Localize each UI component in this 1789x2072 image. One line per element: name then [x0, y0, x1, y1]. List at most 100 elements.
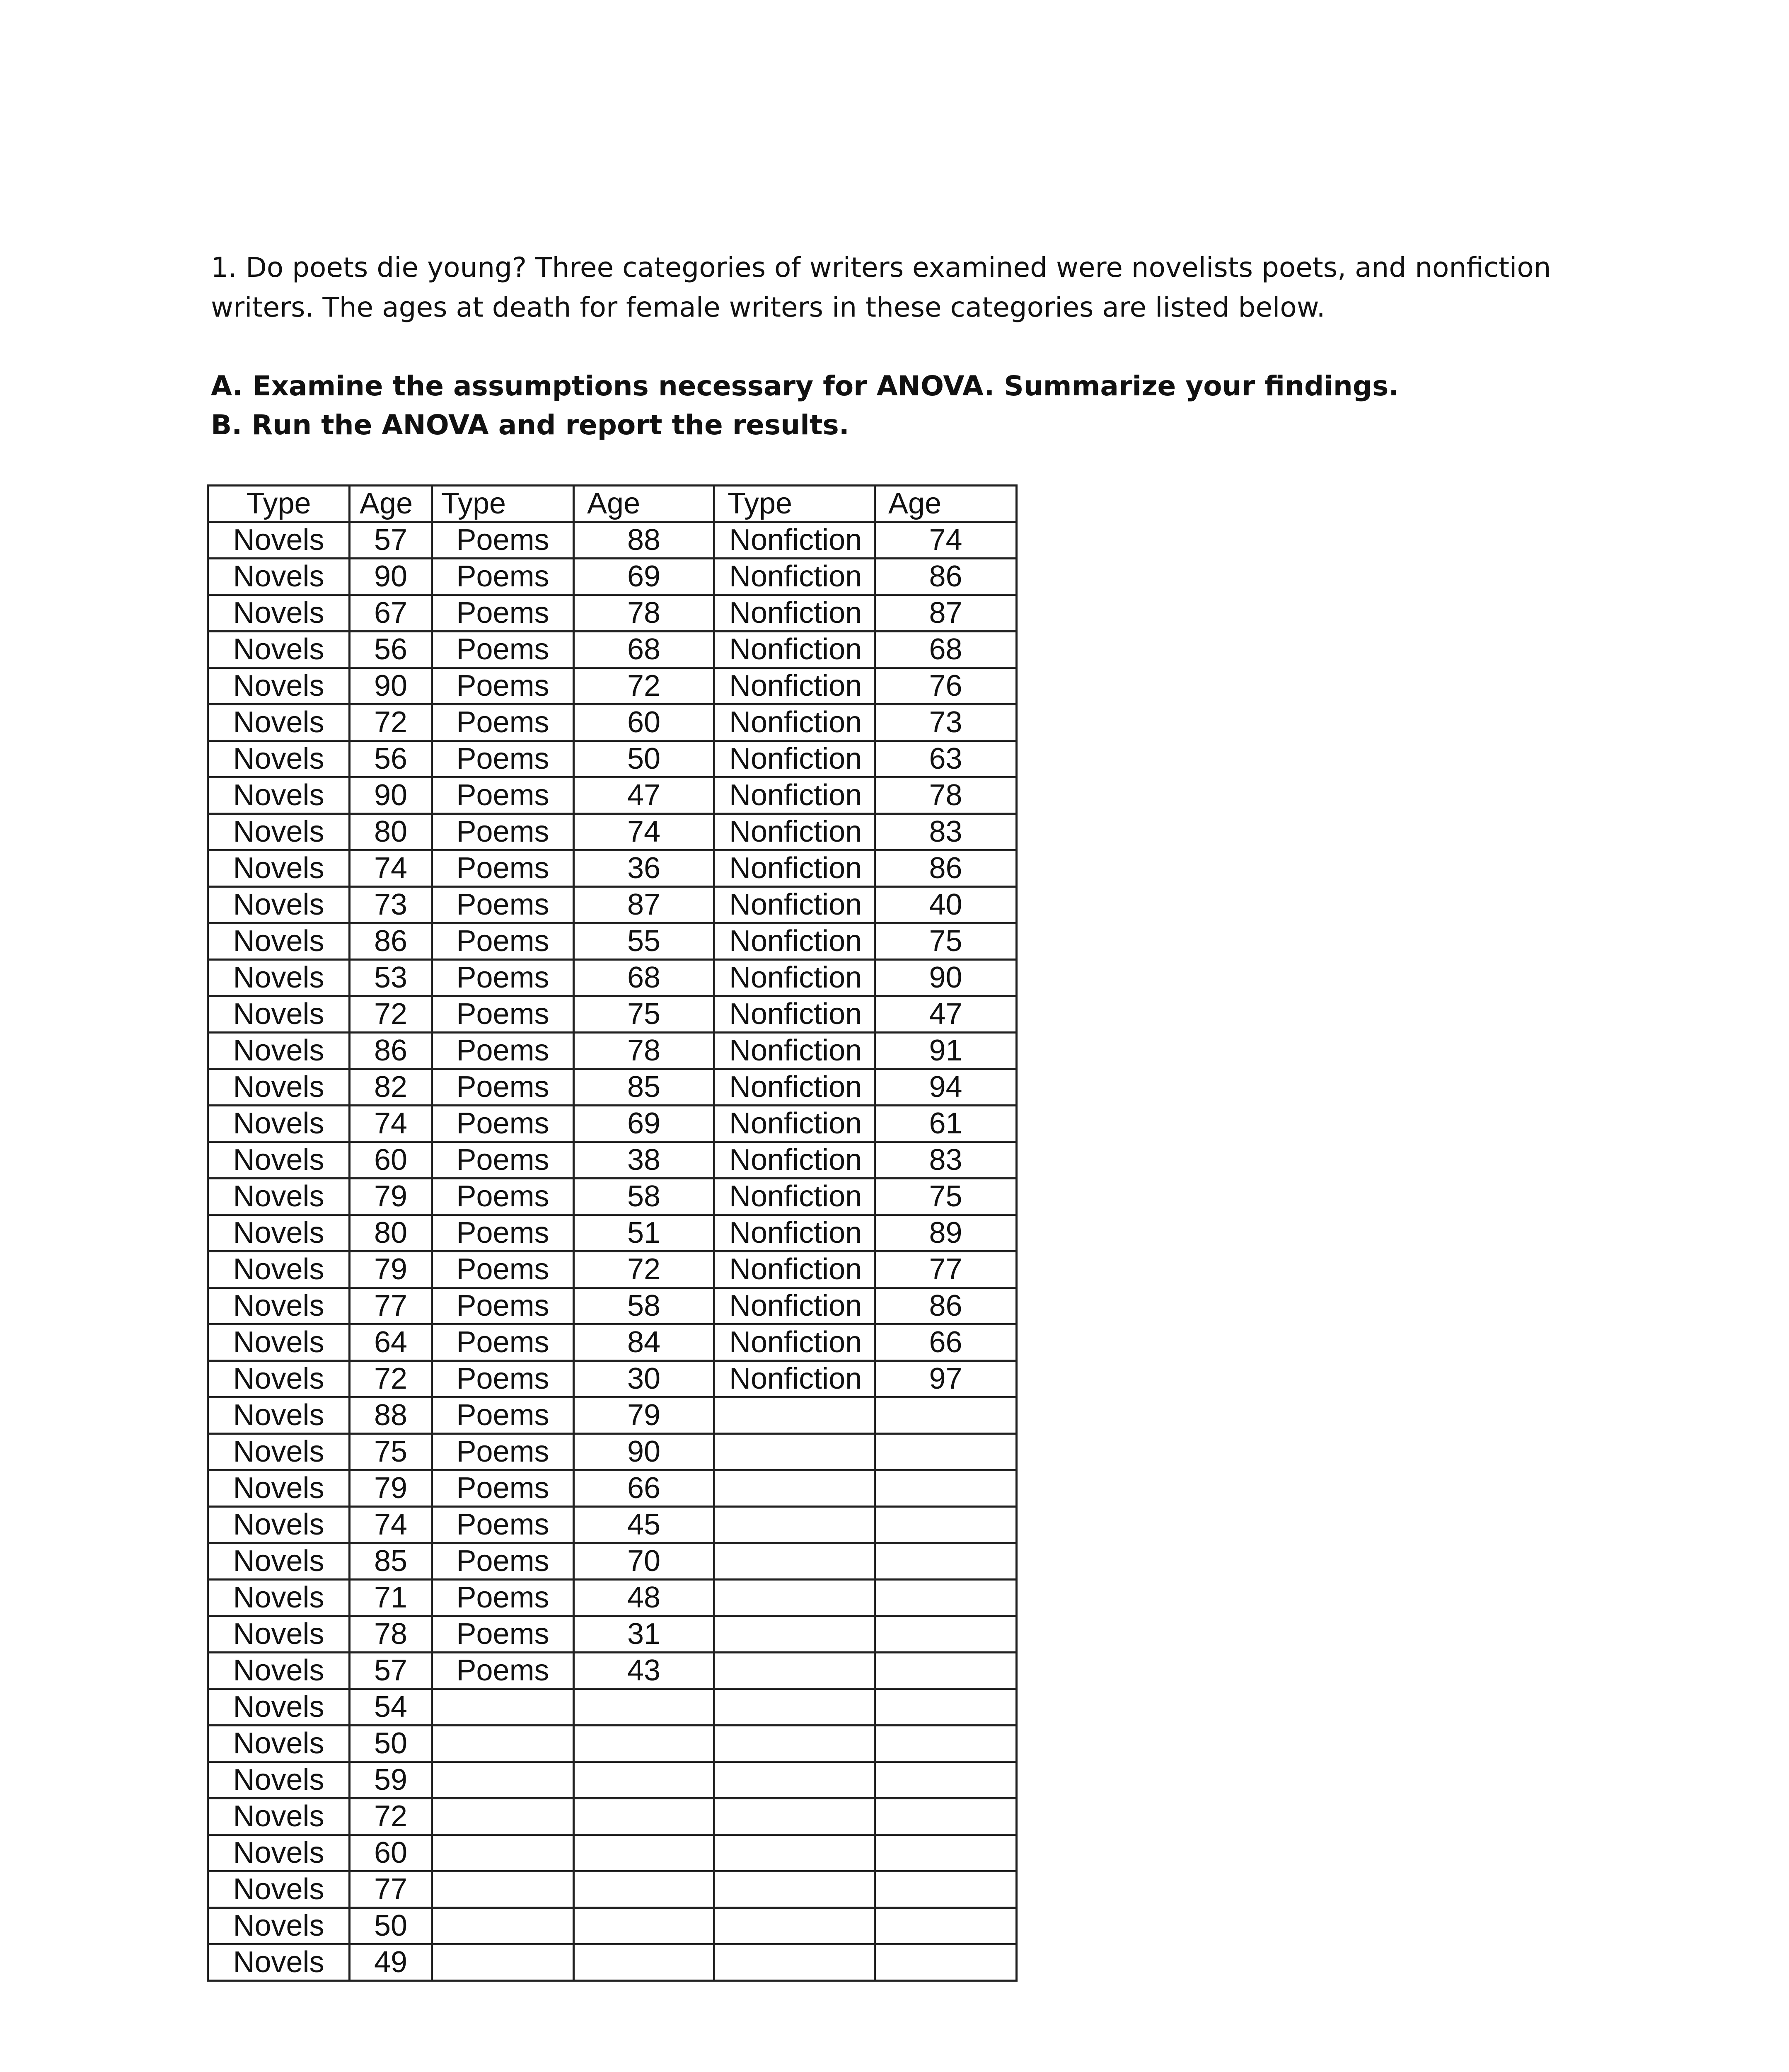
- nonfiction-age-cell: [874, 1834, 1018, 1872]
- poems-type-cell: Poems: [431, 1506, 575, 1544]
- nonfiction-age-cell: [874, 1578, 1018, 1617]
- nonfiction-type-cell: Nonfiction: [713, 1287, 876, 1325]
- poems-type-cell: [431, 1797, 575, 1836]
- nonfiction-type-cell: Nonfiction: [713, 959, 876, 997]
- novels-type-cell: Novels: [207, 995, 351, 1034]
- novels-type-cell: Novels: [207, 1396, 351, 1435]
- novels-age-cell: 74: [348, 1104, 433, 1143]
- nonfiction-age-cell: 90: [874, 959, 1018, 997]
- poems-age-cell: 74: [573, 813, 715, 851]
- poems-age-cell: 78: [573, 594, 715, 632]
- nonfiction-type-cell: Nonfiction: [713, 886, 876, 924]
- novels-age-cell: 72: [348, 703, 433, 742]
- poems-age-cell: 66: [573, 1469, 715, 1508]
- novels-age-cell: 74: [348, 1506, 433, 1544]
- table-row: Novels 50: [207, 1724, 1018, 1763]
- table-row: Novels 71 Poems 48: [207, 1578, 1018, 1617]
- nonfiction-age-cell: 89: [874, 1214, 1018, 1252]
- poems-age-cell: 75: [573, 995, 715, 1034]
- novels-age-cell: 71: [348, 1578, 433, 1617]
- nonfiction-age-cell: [874, 1615, 1018, 1653]
- poems-type-cell: Poems: [431, 1287, 575, 1325]
- nonfiction-age-cell: 63: [874, 740, 1018, 778]
- nonfiction-type-cell: [713, 1542, 876, 1581]
- nonfiction-type-cell: [713, 1834, 876, 1872]
- table-row: Novels 79 Poems 66: [207, 1469, 1018, 1508]
- poems-age-cell: 45: [573, 1506, 715, 1544]
- nonfiction-type-cell: Nonfiction: [713, 630, 876, 669]
- nonfiction-age-cell: 68: [874, 630, 1018, 669]
- poems-type-cell: Poems: [431, 1396, 575, 1435]
- novels-type-cell: Novels: [207, 1542, 351, 1581]
- nonfiction-type-cell: Nonfiction: [713, 521, 876, 559]
- novels-type-cell: Novels: [207, 521, 351, 559]
- nonfiction-type-cell: [713, 1797, 876, 1836]
- poems-type-cell: Poems: [431, 630, 575, 669]
- table-header-row: Type Age Type Age Type Age: [207, 484, 1018, 523]
- nonfiction-type-cell: Nonfiction: [713, 1214, 876, 1252]
- novels-type-cell: Novels: [207, 1907, 351, 1945]
- poems-age-cell: 69: [573, 557, 715, 596]
- novels-type-cell: Novels: [207, 1943, 351, 1982]
- table-row: Novels 80 Poems 74 Nonfiction 83: [207, 813, 1018, 851]
- table-row: Novels 86 Poems 55 Nonfiction 75: [207, 922, 1018, 961]
- header-poems-age: Age: [573, 484, 715, 523]
- poems-age-cell: 78: [573, 1031, 715, 1070]
- nonfiction-type-cell: [713, 1724, 876, 1763]
- poems-type-cell: Poems: [431, 886, 575, 924]
- table-row: Novels 74 Poems 45: [207, 1506, 1018, 1544]
- question-text-line-2: writers. The ages at death for female wr…: [211, 291, 1325, 323]
- novels-age-cell: 77: [348, 1287, 433, 1325]
- poems-type-cell: Poems: [431, 594, 575, 632]
- novels-age-cell: 73: [348, 886, 433, 924]
- poems-type-cell: [431, 1724, 575, 1763]
- poems-type-cell: Poems: [431, 959, 575, 997]
- table-row: Novels 77 Poems 58 Nonfiction 86: [207, 1287, 1018, 1325]
- nonfiction-type-cell: Nonfiction: [713, 1104, 876, 1143]
- novels-age-cell: 90: [348, 557, 433, 596]
- novels-age-cell: 54: [348, 1688, 433, 1726]
- poems-age-cell: 69: [573, 1104, 715, 1143]
- novels-age-cell: 64: [348, 1323, 433, 1362]
- novels-type-cell: Novels: [207, 1433, 351, 1471]
- nonfiction-age-cell: [874, 1943, 1018, 1982]
- novels-type-cell: Novels: [207, 1250, 351, 1289]
- novels-age-cell: 80: [348, 813, 433, 851]
- nonfiction-type-cell: Nonfiction: [713, 776, 876, 815]
- poems-type-cell: Poems: [431, 849, 575, 888]
- nonfiction-type-cell: Nonfiction: [713, 1031, 876, 1070]
- novels-type-cell: Novels: [207, 1031, 351, 1070]
- poems-age-cell: [573, 1907, 715, 1945]
- poems-type-cell: Poems: [431, 703, 575, 742]
- nonfiction-age-cell: [874, 1651, 1018, 1690]
- nonfiction-type-cell: [713, 1870, 876, 1909]
- novels-age-cell: 60: [348, 1141, 433, 1179]
- poems-type-cell: Poems: [431, 1250, 575, 1289]
- poems-type-cell: Poems: [431, 922, 575, 961]
- nonfiction-type-cell: [713, 1907, 876, 1945]
- nonfiction-type-cell: Nonfiction: [713, 995, 876, 1034]
- novels-age-cell: 72: [348, 1360, 433, 1398]
- poems-type-cell: Poems: [431, 1214, 575, 1252]
- poems-type-cell: [431, 1688, 575, 1726]
- novels-age-cell: 67: [348, 594, 433, 632]
- header-novels-age: Age: [348, 484, 433, 523]
- nonfiction-age-cell: 73: [874, 703, 1018, 742]
- novels-age-cell: 72: [348, 995, 433, 1034]
- nonfiction-type-cell: Nonfiction: [713, 849, 876, 888]
- nonfiction-type-cell: Nonfiction: [713, 703, 876, 742]
- novels-age-cell: 82: [348, 1068, 433, 1106]
- novels-type-cell: Novels: [207, 1323, 351, 1362]
- poems-type-cell: [431, 1834, 575, 1872]
- poems-type-cell: [431, 1943, 575, 1982]
- novels-type-cell: Novels: [207, 1214, 351, 1252]
- novels-age-cell: 74: [348, 849, 433, 888]
- poems-type-cell: Poems: [431, 1068, 575, 1106]
- poems-type-cell: Poems: [431, 1031, 575, 1070]
- novels-type-cell: Novels: [207, 1360, 351, 1398]
- novels-age-cell: 90: [348, 776, 433, 815]
- nonfiction-age-cell: 86: [874, 557, 1018, 596]
- nonfiction-type-cell: Nonfiction: [713, 922, 876, 961]
- nonfiction-age-cell: [874, 1506, 1018, 1544]
- poems-age-cell: 88: [573, 521, 715, 559]
